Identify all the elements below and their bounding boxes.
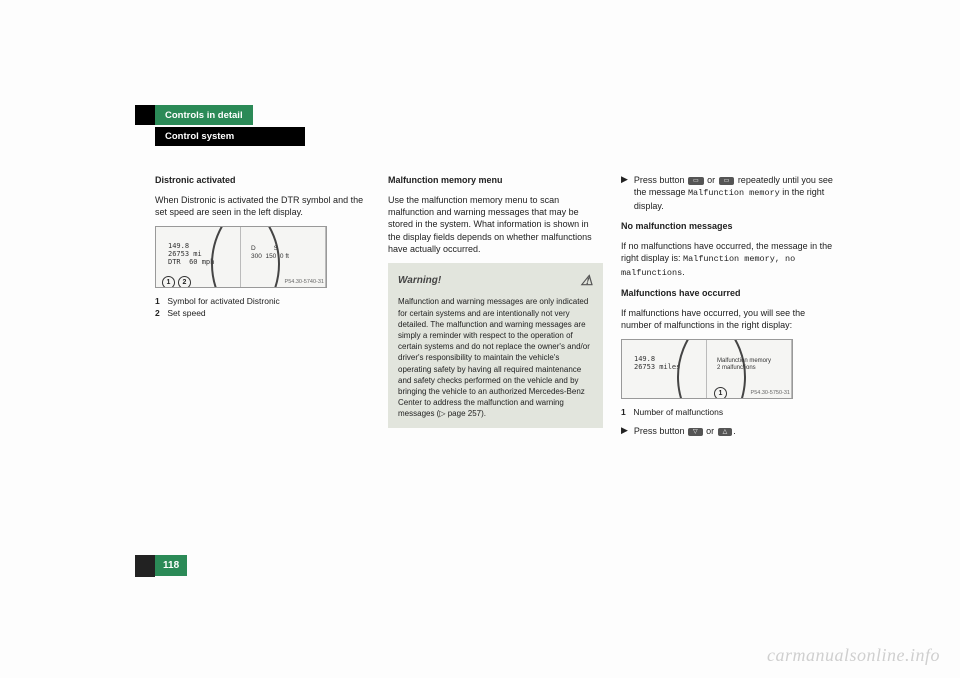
s2b: or [704, 426, 717, 436]
callout-1: 1 [162, 276, 175, 288]
warning-body: Malfunction and warning messages are onl… [398, 296, 593, 419]
step-arrow-icon: ▶ [621, 425, 628, 437]
fig1-callouts: 1 2 [162, 276, 191, 288]
p2b: . [682, 267, 685, 277]
watermark: carmanualsonline.info [767, 645, 940, 666]
header-side-block [135, 105, 155, 125]
step-arrow-icon: ▶ [621, 174, 628, 212]
column-2: Malfunction memory menu Use the malfunct… [388, 174, 603, 445]
legend1-num: 1 [155, 296, 165, 308]
callout-1: 1 [714, 387, 727, 399]
col3-h2: No malfunction messages [621, 220, 836, 232]
fig2-callouts: 1 [714, 387, 727, 399]
page-number: 118 [155, 555, 187, 576]
legend2-num: 2 [155, 308, 165, 320]
menu-button-icon: ▭ [719, 177, 735, 185]
header-bar: Controls in detail [155, 105, 843, 125]
legend2-txt: Set speed [167, 308, 205, 318]
col3-figure: 149.8 26753 miles Malfunction memory 2 m… [621, 339, 793, 399]
step1-text: Press button ▭ or ▭ repeatedly until you… [634, 174, 836, 212]
col3-p2: If no malfunctions have occurred, the me… [621, 240, 836, 279]
warning-triangle-icon: ⚠ [580, 271, 593, 291]
header-sub: Control system [155, 127, 305, 146]
col1-figure: 149.8 26753 mi DTR 60 mph D S 300 150 0 … [155, 226, 327, 288]
warning-box: Warning! ⚠ Malfunction and warning messa… [388, 263, 603, 428]
col2-para1: Use the malfunction memory menu to scan … [388, 194, 603, 255]
column-1: Distronic activated When Distronic is ac… [155, 174, 370, 445]
s1b: or [705, 175, 718, 185]
col3-legend: 1 Number of malfunctions [621, 407, 836, 419]
callout-2: 2 [178, 276, 191, 288]
column-3: ▶ Press button ▭ or ▭ repeatedly until y… [621, 174, 836, 445]
fig1-ref: P54.30-5740-31 [285, 279, 324, 286]
s1mono: Malfunction memory [688, 188, 780, 198]
col1-legend: 1 Symbol for activated Distronic 2 Set s… [155, 296, 370, 320]
s1a: Press button [634, 175, 687, 185]
legend1-num: 1 [621, 407, 631, 419]
col1-para1: When Distronic is activated the DTR symb… [155, 194, 370, 218]
s2a: Press button [634, 426, 687, 436]
page-number-side [135, 555, 155, 577]
page-content: Controls in detail Control system Distro… [155, 105, 843, 445]
menu-button-icon: ▭ [688, 177, 704, 185]
legend1-txt: Symbol for activated Distronic [167, 296, 279, 306]
step2-text: Press button ▽ or △. [634, 425, 736, 437]
header-tab: Controls in detail [155, 105, 253, 125]
warning-title: Warning! [398, 274, 441, 288]
fig2-ref: P54.30-5750-31 [751, 390, 790, 397]
legend1-txt: Number of malfunctions [633, 407, 723, 417]
col3-step2: ▶ Press button ▽ or △. [621, 425, 836, 437]
fig2-left-text: 149.8 26753 miles [634, 356, 680, 371]
fig1-right-text: D S 300 150 0 ft [251, 245, 289, 259]
up-button-icon: △ [718, 428, 733, 436]
fig1-left-text: 149.8 26753 mi DTR 60 mph [168, 243, 214, 266]
col3-step1: ▶ Press button ▭ or ▭ repeatedly until y… [621, 174, 836, 212]
down-button-icon: ▽ [688, 428, 703, 436]
warning-header: Warning! ⚠ [398, 271, 593, 291]
s2c: . [733, 426, 736, 436]
col3-p3: If malfunctions have occurred, you will … [621, 307, 836, 331]
fig2-right-text: Malfunction memory 2 malfunctions [717, 358, 771, 371]
col3-h3: Malfunctions have occurred [621, 287, 836, 299]
col1-heading: Distronic activated [155, 174, 370, 186]
body-columns: Distronic activated When Distronic is ac… [155, 174, 843, 445]
col2-heading: Malfunction memory menu [388, 174, 603, 186]
